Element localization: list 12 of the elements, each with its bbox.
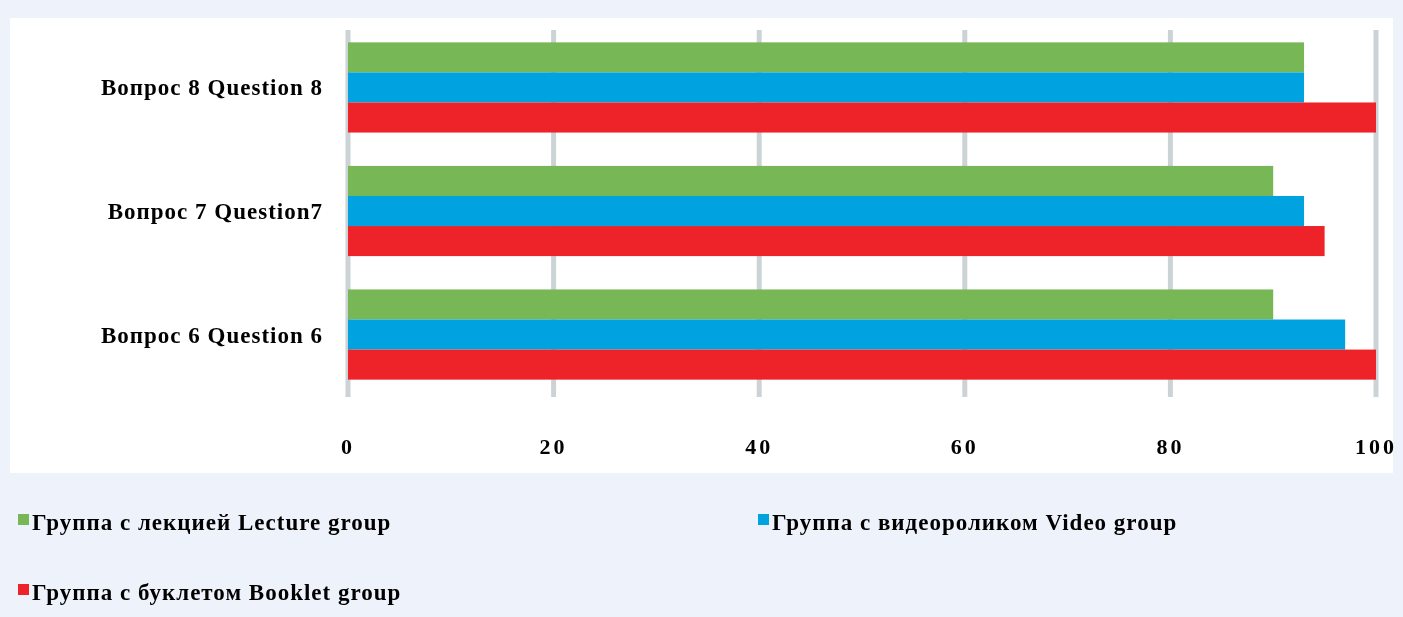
- y-tick-label: Вопрос 8 Question 8: [100, 75, 323, 101]
- x-tick-label: 0: [341, 434, 355, 459]
- x-tick-label: 80: [1156, 434, 1185, 459]
- x-tick-label: 20: [539, 434, 568, 459]
- y-tick-label: Вопрос 6 Question 6: [100, 322, 323, 348]
- x-tick-label: 40: [745, 434, 774, 459]
- y-tick-label: Вопрос 7 Question7: [107, 199, 323, 224]
- x-tick-label: 60: [950, 434, 979, 459]
- legend-label: Группа с лекцией Lecture group: [32, 510, 392, 535]
- x-tick-label: 100: [1355, 434, 1397, 459]
- legend-label: Группа с видеороликом Video group: [772, 510, 1178, 535]
- legend-label: Группа с буклетом Booklet group: [32, 580, 402, 605]
